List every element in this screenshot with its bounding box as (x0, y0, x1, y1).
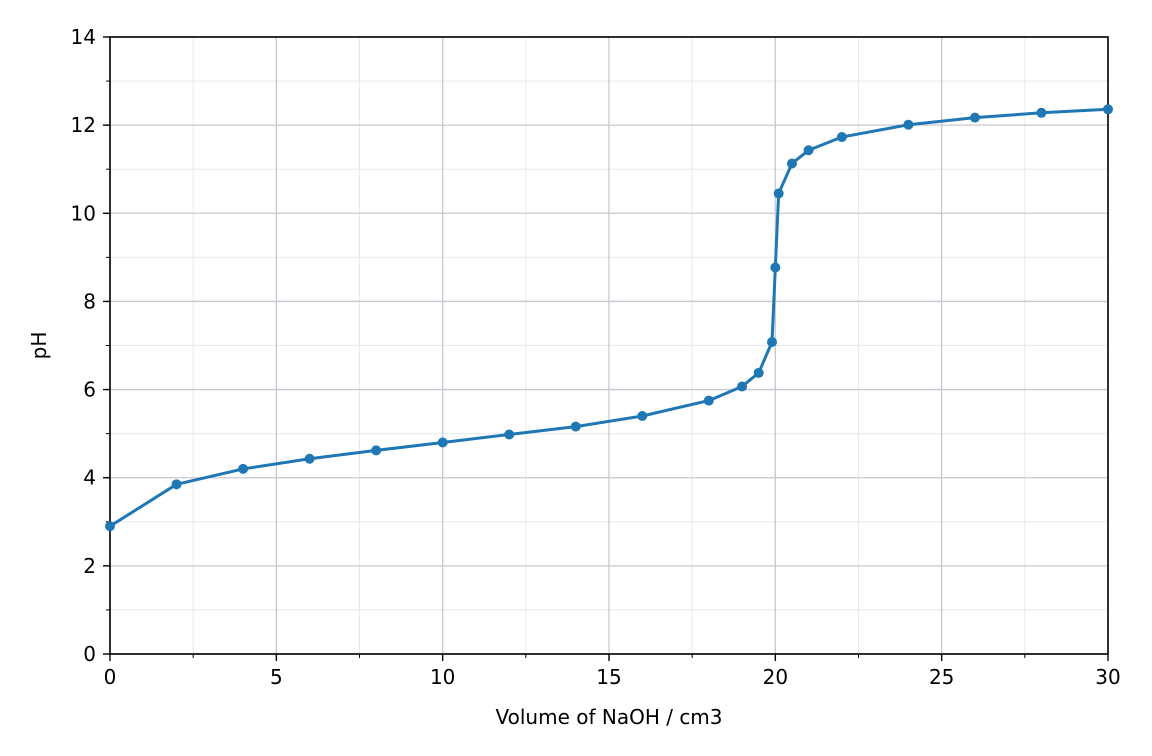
grid-layer (109, 36, 1109, 655)
axes-layer: 0 5 10 15 20 25 30 0 2 4 6 8 10 12 14 (71, 25, 1121, 689)
y-tick-label: 0 (83, 642, 96, 666)
y-tick-label: 2 (83, 554, 96, 578)
x-tick-label: 15 (596, 665, 621, 689)
x-tick-label: 20 (763, 665, 788, 689)
data-point (304, 453, 315, 464)
y-tick-label: 10 (71, 201, 96, 225)
x-tick-label: 5 (270, 665, 283, 689)
series-layer (105, 104, 1113, 532)
data-point (238, 463, 249, 474)
y-tick-label: 8 (83, 289, 96, 313)
data-point (637, 411, 648, 422)
y-axis-title: pH (27, 332, 51, 360)
data-point (786, 158, 797, 169)
data-point (437, 437, 448, 448)
data-point (1036, 107, 1047, 118)
x-tick-label: 0 (104, 665, 117, 689)
data-point (836, 132, 847, 143)
data-point (105, 521, 115, 532)
data-point (371, 445, 382, 456)
data-point (773, 188, 784, 199)
x-tick-label: 10 (430, 665, 455, 689)
data-point (504, 429, 515, 440)
y-tick-label: 6 (83, 378, 96, 402)
series-line (109, 107, 1109, 528)
data-point (171, 479, 182, 490)
y-tick-label: 4 (83, 466, 96, 490)
data-point (570, 421, 581, 432)
x-axis-title: Volume of NaOH / cm3 (495, 705, 722, 729)
data-point (903, 119, 914, 130)
data-point (737, 381, 748, 392)
data-point (770, 262, 781, 273)
y-tick-label: 12 (71, 113, 96, 137)
data-point (803, 145, 814, 156)
x-tick-label: 30 (1095, 665, 1120, 689)
data-point (969, 112, 980, 123)
data-point (753, 367, 764, 378)
data-point (1103, 104, 1113, 115)
data-point (703, 395, 714, 406)
y-tick-label: 14 (71, 25, 96, 49)
data-point (767, 336, 778, 347)
x-tick-label: 25 (929, 665, 954, 689)
